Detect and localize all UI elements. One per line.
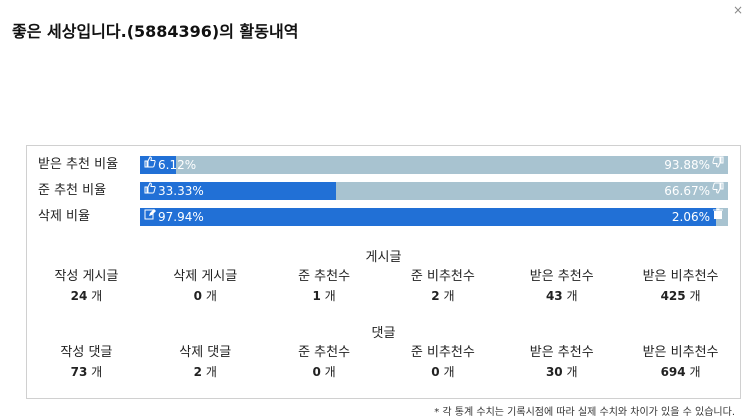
ratio-left-value: 6.12% bbox=[158, 158, 197, 172]
stat-received-recommends: 받은 추천수 30 개 bbox=[529, 345, 594, 379]
stat-received-recommends: 받은 추천수 43 개 bbox=[529, 269, 594, 303]
activity-panel: 받은 추천 비율 6.12% 93.88% 준 추천 비율 bbox=[26, 145, 741, 399]
comments-section-title: 댓글 bbox=[371, 326, 396, 341]
bar-label: 받은 추천 비율 bbox=[38, 157, 119, 172]
delete-ratio-row: 삭제 비율 97.94% 2.06% bbox=[38, 208, 728, 226]
page-title: 좋은 세상입니다.(5884396)의 활동내역 bbox=[12, 22, 299, 41]
comments-stats: 작성 댓글 73 개 삭제 댓글 2 개 준 추천수 0 개 준 비추천수 0 … bbox=[27, 344, 740, 382]
stat-written-comments: 작성 댓글 73 개 bbox=[60, 345, 113, 379]
ratio-bar-track: 33.33% 66.67% bbox=[140, 182, 728, 200]
thumbs-down-icon bbox=[712, 156, 724, 174]
stat-given-unrecommends: 준 비추천수 2 개 bbox=[410, 269, 475, 303]
bar-label: 삭제 비율 bbox=[38, 209, 90, 224]
received-recommend-ratio-row: 받은 추천 비율 6.12% 93.88% bbox=[38, 156, 728, 174]
posts-stats: 작성 게시글 24 개 삭제 게시글 0 개 준 추천수 1 개 준 비추천수 … bbox=[27, 268, 740, 306]
ratio-right-value: 66.67% bbox=[664, 184, 710, 198]
ratio-bar-fill bbox=[140, 182, 336, 200]
trash-icon bbox=[712, 208, 724, 226]
posts-section-title: 게시글 bbox=[365, 250, 402, 265]
close-icon: × bbox=[733, 3, 744, 17]
stat-received-unrecommends: 받은 비추천수 694 개 bbox=[642, 345, 719, 379]
bar-label: 준 추천 비율 bbox=[38, 183, 107, 198]
ratio-left-value: 97.94% bbox=[158, 210, 204, 224]
ratio-bar-track: 97.94% 2.06% bbox=[140, 208, 728, 226]
stat-given-unrecommends: 준 비추천수 0 개 bbox=[410, 345, 475, 379]
stat-deleted-comments: 삭제 댓글 2 개 bbox=[179, 345, 232, 379]
ratio-bar-fill bbox=[140, 208, 716, 226]
stat-given-recommends: 준 추천수 1 개 bbox=[298, 269, 351, 303]
thumbs-up-icon bbox=[144, 156, 156, 174]
ratio-bar-track: 6.12% 93.88% bbox=[140, 156, 728, 174]
ratio-right-value: 2.06% bbox=[671, 210, 710, 224]
ratio-bar-fill bbox=[140, 156, 176, 174]
stat-given-recommends: 준 추천수 0 개 bbox=[298, 345, 351, 379]
edit-icon bbox=[144, 208, 156, 226]
stat-written-posts: 작성 게시글 24 개 bbox=[54, 269, 119, 303]
stat-deleted-posts: 삭제 게시글 0 개 bbox=[173, 269, 238, 303]
ratio-left-value: 33.33% bbox=[158, 184, 204, 198]
close-button[interactable]: × bbox=[733, 4, 743, 16]
ratio-right-value: 93.88% bbox=[664, 158, 710, 172]
footnote: * 각 통계 수치는 기록시점에 따라 실제 수치와 차이가 있을 수 있습니다… bbox=[434, 407, 735, 418]
thumbs-up-icon bbox=[144, 182, 156, 200]
stat-received-unrecommends: 받은 비추천수 425 개 bbox=[642, 269, 719, 303]
thumbs-down-icon bbox=[712, 182, 724, 200]
given-recommend-ratio-row: 준 추천 비율 33.33% 66.67% bbox=[38, 182, 728, 200]
